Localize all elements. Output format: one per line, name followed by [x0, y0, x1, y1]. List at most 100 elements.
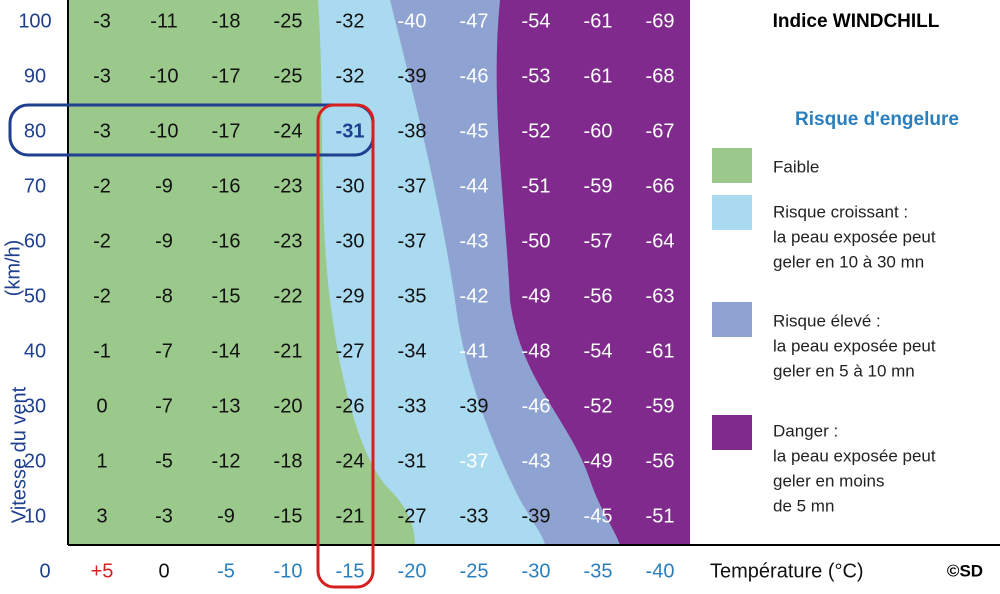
cell-value: -2	[93, 285, 111, 307]
x-tick-label: -30	[522, 560, 551, 582]
legend-text: Faible	[773, 157, 819, 176]
cell-value: -31	[336, 120, 365, 142]
x-tick-label: -40	[646, 560, 675, 582]
cell-value: -61	[646, 340, 675, 362]
cell-value: 3	[96, 505, 107, 527]
cell-value: -25	[274, 65, 303, 87]
cell-value: -2	[93, 230, 111, 252]
cell-value: -21	[336, 505, 365, 527]
cell-value: -61	[584, 65, 613, 87]
cell-value: -48	[522, 340, 551, 362]
cell-value: -2	[93, 175, 111, 197]
cell-value: -16	[212, 175, 241, 197]
cell-value: -49	[584, 450, 613, 472]
cell-value: -18	[212, 10, 241, 32]
cell-value: -7	[155, 395, 173, 417]
cell-value: -26	[336, 395, 365, 417]
cell-value: -53	[522, 65, 551, 87]
cell-value: -44	[460, 175, 489, 197]
cell-value: -9	[155, 175, 173, 197]
legend-text: Danger :	[773, 421, 838, 440]
legend-swatch	[712, 148, 752, 183]
cell-value: -32	[336, 65, 365, 87]
legend-swatch	[712, 302, 752, 337]
cell-value: -45	[460, 120, 489, 142]
cell-value: -12	[212, 450, 241, 472]
cell-value: -1	[93, 340, 111, 362]
cell-value: -54	[522, 10, 551, 32]
cell-value: -21	[274, 340, 303, 362]
legend-text: Risque croissant :	[773, 202, 908, 221]
cell-value: -61	[584, 10, 613, 32]
cell-value: -39	[460, 395, 489, 417]
cell-value: -10	[150, 120, 179, 142]
cell-value: -60	[584, 120, 613, 142]
legend-swatch	[712, 415, 752, 450]
cell-value: -18	[274, 450, 303, 472]
cell-value: -64	[646, 230, 675, 252]
x-tick-label: -35	[584, 560, 613, 582]
cell-value: -3	[93, 120, 111, 142]
cell-value: -30	[336, 175, 365, 197]
cell-value: -15	[274, 505, 303, 527]
legend-text: geler en 5 à 10 mn	[773, 361, 915, 380]
cell-value: -38	[398, 120, 427, 142]
cell-value: -27	[398, 505, 427, 527]
y-axis-label: Vitesse du vent	[8, 386, 30, 523]
cell-value: -3	[93, 10, 111, 32]
cell-value: -7	[155, 340, 173, 362]
cell-value: -59	[646, 395, 675, 417]
y-tick-label: 50	[24, 285, 46, 307]
credit: ©SD	[947, 561, 983, 580]
legend-text: la peau exposée peut	[773, 336, 936, 355]
legend-text: geler en 10 à 30 mn	[773, 252, 924, 271]
cell-value: -37	[398, 230, 427, 252]
cell-value: -54	[584, 340, 613, 362]
cell-value: -43	[522, 450, 551, 472]
cell-value: -46	[522, 395, 551, 417]
cell-value: -40	[398, 10, 427, 32]
cell-value: -59	[584, 175, 613, 197]
cell-value: -68	[646, 65, 675, 87]
cell-value: -52	[584, 395, 613, 417]
cell-value: -23	[274, 230, 303, 252]
y-tick-label: 70	[24, 175, 46, 197]
cell-value: -67	[646, 120, 675, 142]
cell-value: -41	[460, 340, 489, 362]
x-tick-label: +5	[91, 560, 114, 582]
cell-value: 1	[96, 450, 107, 472]
cell-value: -51	[646, 505, 675, 527]
x-tick-label: -25	[460, 560, 489, 582]
cell-value: -37	[398, 175, 427, 197]
cell-value: -3	[93, 65, 111, 87]
legend-text: la peau exposée peut	[773, 227, 936, 246]
cell-value: -49	[522, 285, 551, 307]
y-tick-label: 10	[24, 505, 46, 527]
legend-text: de 5 mn	[773, 496, 834, 515]
cell-value: -9	[217, 505, 235, 527]
cell-value: -3	[155, 505, 173, 527]
cell-value: -15	[212, 285, 241, 307]
cell-value: -25	[274, 10, 303, 32]
legend-text: geler en moins	[773, 471, 885, 490]
cell-value: -27	[336, 340, 365, 362]
cell-value: -43	[460, 230, 489, 252]
legend-title: Risque d'engelure	[795, 109, 959, 130]
legend-text: Risque élevé :	[773, 311, 881, 330]
x-tick-label: -10	[274, 560, 303, 582]
cell-value: -47	[460, 10, 489, 32]
cell-value: -46	[460, 65, 489, 87]
zone-low	[68, 0, 415, 545]
x-tick-label: -20	[398, 560, 427, 582]
cell-value: -17	[212, 65, 241, 87]
cell-value: -50	[522, 230, 551, 252]
legend-swatch	[712, 195, 752, 230]
cell-value: -39	[522, 505, 551, 527]
x-tick-label: -15	[336, 560, 365, 582]
cell-value: -56	[584, 285, 613, 307]
cell-value: -57	[584, 230, 613, 252]
cell-value: -33	[460, 505, 489, 527]
y-tick-label: 100	[18, 10, 51, 32]
cell-value: -30	[336, 230, 365, 252]
